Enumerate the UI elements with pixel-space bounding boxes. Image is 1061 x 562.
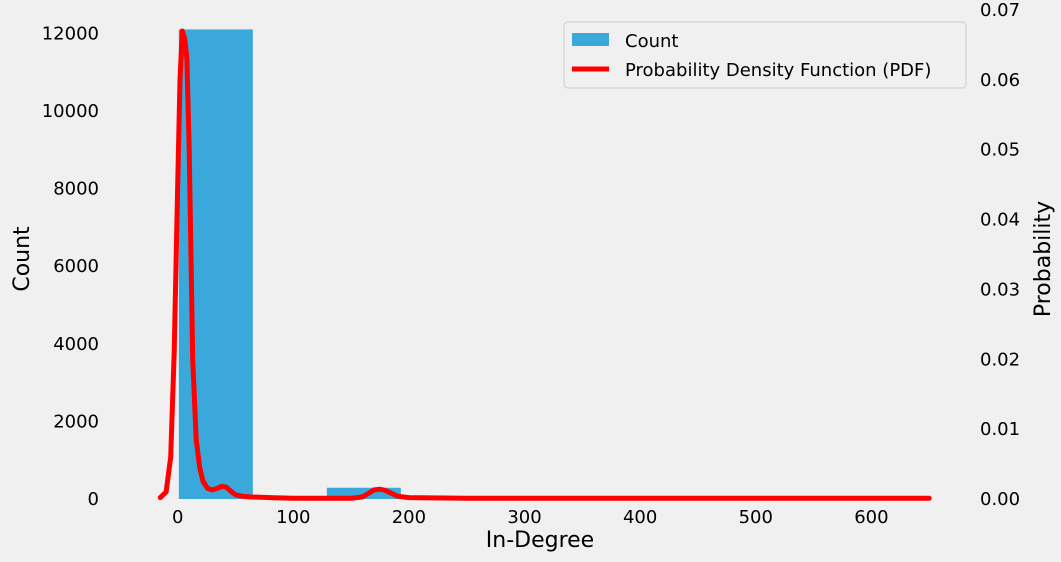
x-tick-label-600: 600 — [854, 507, 888, 528]
y-axis-label: Count — [10, 226, 35, 292]
y2-tick-label-0.01: 0.01 — [980, 419, 1020, 440]
y-tick-label-6000: 6000 — [53, 256, 99, 277]
x-tick-label-500: 500 — [739, 507, 773, 528]
legend: Count Probability Density Function (PDF) — [563, 21, 967, 89]
plot-area — [157, 28, 932, 501]
y-axis-right: 0.00 0.01 0.02 0.03 0.04 0.05 0.06 0.07 — [980, 0, 1020, 510]
y-tick-label-2000: 2000 — [53, 411, 99, 432]
x-tick-label-200: 200 — [392, 507, 426, 528]
legend-swatch-count — [572, 33, 609, 46]
y-tick-label-8000: 8000 — [53, 179, 99, 200]
x-tick-label-300: 300 — [507, 507, 541, 528]
y2-tick-label-0.05: 0.05 — [980, 140, 1020, 161]
y2-tick-label-0.04: 0.04 — [980, 210, 1020, 231]
pdf-line — [157, 28, 932, 501]
y-tick-label-12000: 12000 — [42, 23, 99, 44]
y2-tick-label-0.07: 0.07 — [980, 0, 1020, 21]
y-tick-label-4000: 4000 — [53, 334, 99, 355]
x-axis: 0 100 200 300 400 500 600 — [172, 507, 889, 528]
x-tick-label-100: 100 — [276, 507, 310, 528]
y-tick-label-0: 0 — [88, 489, 99, 510]
y2-tick-label-0.03: 0.03 — [980, 279, 1020, 300]
legend-label-count: Count — [625, 31, 678, 52]
y2-tick-label-0.06: 0.06 — [980, 70, 1020, 91]
legend-frame — [563, 21, 967, 89]
x-tick-label-400: 400 — [623, 507, 657, 528]
y2-tick-label-0.00: 0.00 — [980, 489, 1020, 510]
x-axis-label: In-Degree — [486, 528, 594, 553]
y-axis-left: 0 2000 4000 6000 8000 10000 12000 — [42, 23, 99, 510]
x-tick-label-0: 0 — [172, 507, 183, 528]
legend-label-pdf: Probability Density Function (PDF) — [625, 60, 931, 81]
y2-tick-label-0.02: 0.02 — [980, 349, 1020, 370]
y-tick-label-10000: 10000 — [42, 101, 99, 122]
y2-axis-label: Probability — [1031, 201, 1056, 317]
